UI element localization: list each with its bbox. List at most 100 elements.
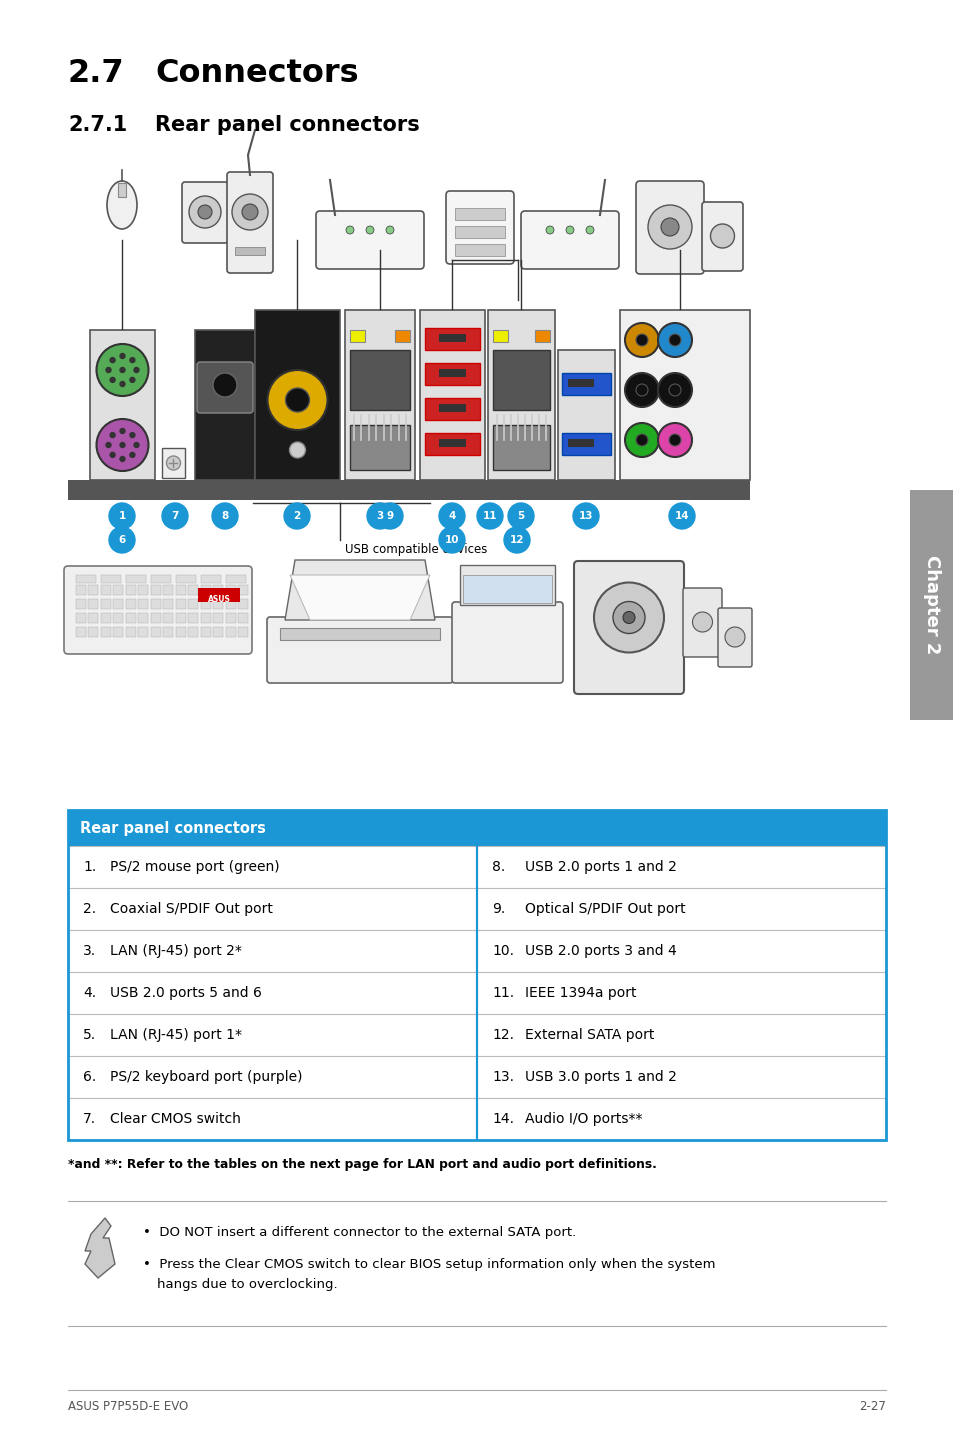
Bar [194, 329, 254, 480]
Text: 10: 10 [444, 535, 458, 545]
Bar [213, 627, 223, 637]
Circle shape [622, 611, 635, 624]
Bar [113, 627, 123, 637]
Bar [163, 613, 173, 623]
Circle shape [507, 503, 534, 529]
Text: 5.: 5. [83, 1028, 96, 1043]
Circle shape [376, 503, 402, 529]
Bar [175, 585, 186, 595]
Bar [151, 627, 161, 637]
Text: 8: 8 [221, 510, 229, 521]
Bar [254, 311, 339, 480]
Bar [189, 585, 198, 595]
Bar [438, 404, 465, 413]
Circle shape [110, 358, 115, 362]
Bar [68, 1055, 885, 1099]
Text: *and **: Refer to the tables on the next page for LAN port and audio port defini: *and **: Refer to the tables on the next… [68, 1158, 657, 1171]
Text: USB 2.0 ports 5 and 6: USB 2.0 ports 5 and 6 [110, 986, 262, 999]
FancyBboxPatch shape [682, 588, 721, 657]
Text: Chapter 2: Chapter 2 [923, 555, 940, 654]
Bar [175, 613, 186, 623]
Circle shape [573, 503, 598, 529]
Text: 10.: 10. [492, 943, 514, 958]
Bar [424, 362, 479, 385]
Circle shape [668, 334, 680, 347]
Circle shape [120, 354, 125, 358]
Circle shape [109, 503, 135, 529]
Bar [175, 575, 195, 582]
Text: LAN (RJ-45) port 1*: LAN (RJ-45) port 1* [110, 1028, 242, 1043]
Circle shape [594, 582, 663, 653]
Text: 7.: 7. [83, 1112, 96, 1126]
Bar [438, 334, 465, 342]
Text: External SATA port: External SATA port [524, 1028, 654, 1043]
Text: Clear CMOS switch: Clear CMOS switch [110, 1112, 240, 1126]
Text: 6.: 6. [83, 1070, 96, 1084]
Bar [90, 329, 154, 480]
Polygon shape [285, 559, 435, 620]
Bar [76, 613, 86, 623]
Circle shape [624, 324, 659, 357]
Bar [909, 490, 953, 720]
FancyBboxPatch shape [267, 617, 453, 683]
Bar [113, 600, 123, 610]
Bar [68, 846, 885, 889]
Bar [226, 575, 246, 582]
Bar [151, 613, 161, 623]
Bar [213, 600, 223, 610]
Text: 1.: 1. [83, 860, 96, 874]
Bar [201, 627, 211, 637]
Circle shape [658, 423, 691, 457]
Text: 11.: 11. [492, 986, 514, 999]
Circle shape [285, 388, 309, 413]
Circle shape [120, 456, 125, 462]
Circle shape [162, 503, 188, 529]
Circle shape [110, 377, 115, 383]
Bar [567, 380, 594, 387]
Bar [126, 585, 136, 595]
Bar [424, 328, 479, 349]
Bar [68, 480, 749, 500]
Circle shape [613, 601, 644, 634]
Bar [101, 613, 111, 623]
Bar [201, 585, 211, 595]
Bar [438, 370, 465, 377]
Bar [493, 349, 550, 410]
Bar [561, 372, 610, 395]
FancyBboxPatch shape [64, 567, 252, 654]
Text: USB 2.0 ports 3 and 4: USB 2.0 ports 3 and 4 [524, 943, 676, 958]
Text: 13: 13 [578, 510, 593, 521]
Bar [113, 585, 123, 595]
Circle shape [668, 503, 695, 529]
Bar [89, 627, 98, 637]
Bar [238, 600, 248, 610]
Bar [424, 398, 479, 420]
Bar [493, 426, 550, 470]
Text: •  Press the Clear CMOS switch to clear BIOS setup information only when the sys: • Press the Clear CMOS switch to clear B… [143, 1258, 715, 1271]
Bar [226, 585, 235, 595]
Bar [138, 585, 149, 595]
Bar [561, 433, 610, 454]
Ellipse shape [107, 181, 137, 229]
Bar [68, 810, 885, 1140]
Text: PS/2 keyboard port (purple): PS/2 keyboard port (purple) [110, 1070, 302, 1084]
Circle shape [476, 503, 502, 529]
Text: Rear panel connectors: Rear panel connectors [80, 821, 266, 835]
Circle shape [367, 503, 393, 529]
Circle shape [189, 196, 221, 229]
Circle shape [289, 441, 305, 457]
Circle shape [232, 194, 268, 230]
Circle shape [710, 224, 734, 247]
Bar [101, 600, 111, 610]
Bar [619, 311, 749, 480]
Bar [350, 349, 410, 410]
Text: 5: 5 [517, 510, 524, 521]
Bar [213, 613, 223, 623]
Circle shape [438, 526, 464, 554]
Bar [151, 600, 161, 610]
Circle shape [120, 381, 125, 387]
Text: 8.: 8. [492, 860, 505, 874]
Circle shape [692, 613, 712, 631]
Bar [138, 613, 149, 623]
FancyBboxPatch shape [718, 608, 751, 667]
